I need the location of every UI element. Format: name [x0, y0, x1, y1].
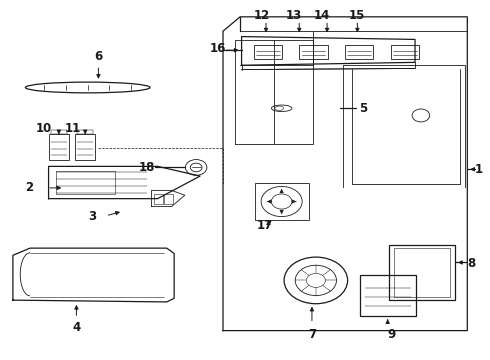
- Bar: [345, 45, 373, 59]
- Bar: [75, 134, 96, 160]
- Text: 6: 6: [94, 50, 102, 63]
- Bar: [51, 130, 67, 134]
- Text: 3: 3: [88, 210, 96, 223]
- Bar: [255, 183, 309, 220]
- Text: 4: 4: [73, 321, 80, 334]
- Bar: [154, 194, 163, 204]
- Text: 9: 9: [388, 328, 396, 341]
- Text: 18: 18: [139, 161, 155, 174]
- Bar: [49, 134, 69, 160]
- Bar: [391, 45, 419, 59]
- Bar: [56, 171, 115, 194]
- Bar: [254, 45, 282, 59]
- Bar: [77, 130, 93, 134]
- Bar: [360, 275, 416, 316]
- Text: 12: 12: [254, 9, 270, 22]
- Text: 14: 14: [314, 9, 330, 22]
- Text: 15: 15: [348, 9, 365, 22]
- Bar: [389, 244, 455, 300]
- Text: 10: 10: [36, 122, 52, 135]
- Text: 17: 17: [256, 219, 272, 232]
- Text: 2: 2: [25, 181, 33, 194]
- Text: 7: 7: [308, 328, 316, 341]
- Text: 13: 13: [286, 9, 302, 22]
- Bar: [164, 194, 172, 204]
- Text: 11: 11: [65, 122, 81, 135]
- Text: 1: 1: [474, 163, 483, 176]
- Text: 5: 5: [359, 102, 368, 115]
- Text: 8: 8: [467, 257, 475, 270]
- Bar: [299, 45, 328, 59]
- Bar: [394, 248, 450, 297]
- Text: 16: 16: [210, 41, 226, 54]
